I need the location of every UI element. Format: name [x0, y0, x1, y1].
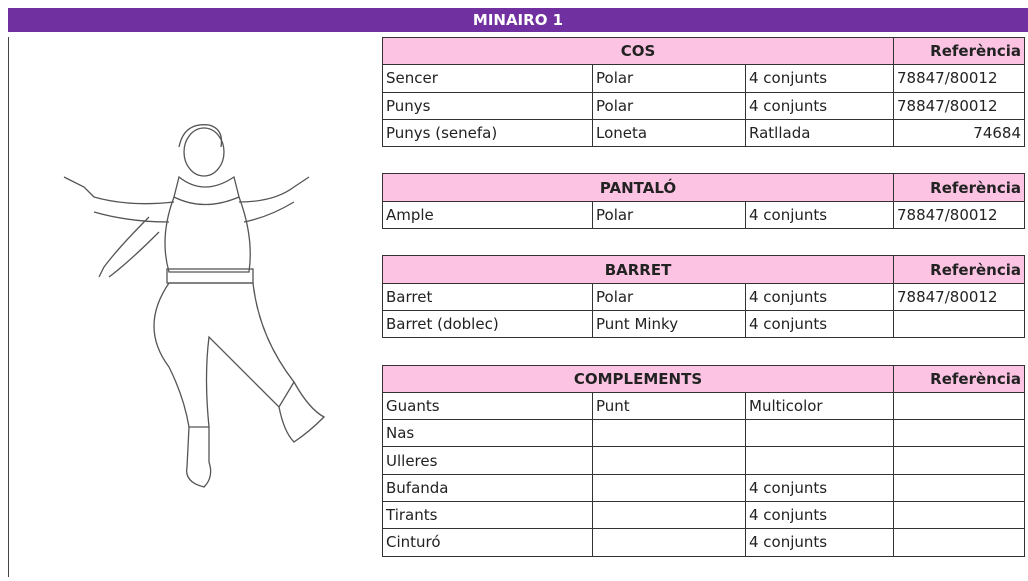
item-cell: Polar [592, 91, 746, 120]
item-row: Punys Polar 4 conjunts 78847/80012 [382, 91, 1025, 120]
blank-cell [382, 337, 1025, 366]
reference-cell: 74684 [893, 118, 1025, 148]
scarf [173, 175, 240, 206]
item-cell: Polar [592, 200, 746, 230]
item-cell: Cinturó [382, 528, 593, 557]
item-row: Guants Punt Multicolor [382, 391, 1025, 421]
item-row: Sencer Polar 4 conjunts 78847/80012 [382, 64, 1025, 93]
section-header: COS [382, 36, 894, 66]
reference-cell: 78847/80012 [893, 200, 1025, 230]
reference-cell [893, 391, 1025, 421]
reference-cell: 78847/80012 [893, 91, 1025, 120]
torso [164, 196, 251, 273]
item-cell: 4 conjunts [745, 200, 894, 230]
reference-cell [893, 501, 1025, 530]
item-cell: Multicolor [745, 391, 894, 421]
reference-cell: 78847/80012 [893, 64, 1025, 93]
item-row: Ulleres [382, 446, 1025, 475]
right-arm [238, 176, 310, 223]
reference-header: Referència [893, 364, 1025, 393]
item-cell: Loneta [592, 118, 746, 148]
item-row: Ample Polar 4 conjunts 78847/80012 [382, 200, 1025, 230]
reference-header: Referència [893, 255, 1025, 284]
item-cell: Polar [592, 282, 746, 311]
item-cell: Nas [382, 419, 593, 448]
scarf-end [98, 216, 160, 278]
reference-header: Referència [893, 36, 1025, 66]
item-cell: Guants [382, 391, 593, 421]
item-cell [592, 473, 746, 503]
section-header-row: COMPLEMENTS Referència [382, 364, 1025, 393]
item-cell: Punys [382, 91, 593, 120]
item-row: Cinturó 4 conjunts [382, 528, 1025, 557]
right-foot [278, 381, 326, 443]
left-foot [185, 426, 212, 488]
item-cell: Barret (doblec) [382, 309, 593, 339]
reference-cell [893, 446, 1025, 475]
item-cell: 4 conjunts [745, 64, 894, 93]
item-cell: Ratllada [745, 118, 894, 148]
item-cell: 4 conjunts [745, 528, 894, 557]
item-cell: 4 conjunts [745, 309, 894, 339]
head [183, 127, 225, 177]
section-header: BARRET [382, 255, 894, 284]
reference-header: Referència [893, 173, 1025, 202]
reference-cell [893, 528, 1025, 557]
item-cell: Punys (senefa) [382, 118, 593, 148]
item-row: Barret (doblec) Punt Minky 4 conjunts [382, 309, 1025, 339]
left-arm [63, 176, 175, 223]
section-header-row: BARRET Referència [382, 255, 1025, 284]
item-cell [745, 419, 894, 448]
costume-drawing [8, 37, 382, 577]
blank-row [382, 337, 1025, 366]
table-body: COS Referència Sencer Polar 4 conjunts 78847/… [382, 36, 1025, 557]
item-cell: Polar [592, 64, 746, 93]
section-header: COMPLEMENTS [382, 364, 894, 393]
item-cell: 4 conjunts [745, 501, 894, 530]
reference-cell [893, 419, 1025, 448]
item-cell: Bufanda [382, 473, 593, 503]
blank-row [382, 228, 1025, 256]
item-cell [592, 501, 746, 530]
item-cell [592, 528, 746, 557]
blank-cell [382, 146, 1025, 174]
item-cell: 4 conjunts [745, 91, 894, 120]
section-header-row: PANTALÓ Referència [382, 173, 1025, 202]
hat [178, 124, 223, 148]
trousers [153, 282, 295, 428]
item-row: Tirants 4 conjunts [382, 501, 1025, 530]
belt [166, 268, 254, 284]
item-cell: Tirants [382, 501, 593, 530]
item-row: Barret Polar 4 conjunts 78847/80012 [382, 282, 1025, 311]
blank-cell [382, 228, 1025, 256]
item-cell: 4 conjunts [745, 473, 894, 503]
item-cell: Ample [382, 200, 593, 230]
sketch [63, 124, 326, 488]
reference-cell [893, 309, 1025, 339]
costume-table: COS Referència Sencer Polar 4 conjunts 78847/… [382, 36, 1025, 557]
reference-cell: 78847/80012 [893, 282, 1025, 311]
item-cell: Barret [382, 282, 593, 311]
section-header-row: COS Referència [382, 36, 1025, 66]
item-cell: 4 conjunts [745, 282, 894, 311]
item-row: Bufanda 4 conjunts [382, 473, 1025, 503]
item-cell: Punt Minky [592, 309, 746, 339]
reference-cell [893, 473, 1025, 503]
item-cell: Punt [592, 391, 746, 421]
section-header: PANTALÓ [382, 173, 894, 202]
item-cell [592, 419, 746, 448]
item-row: Nas [382, 419, 1025, 448]
item-cell: Sencer [382, 64, 593, 93]
item-cell: Ulleres [382, 446, 593, 475]
item-row: Punys (senefa) Loneta Ratllada 74684 [382, 118, 1025, 148]
sheet-title: MINAIRO 1 [8, 8, 1028, 32]
item-cell [745, 446, 894, 475]
blank-row [382, 146, 1025, 174]
item-cell [592, 446, 746, 475]
